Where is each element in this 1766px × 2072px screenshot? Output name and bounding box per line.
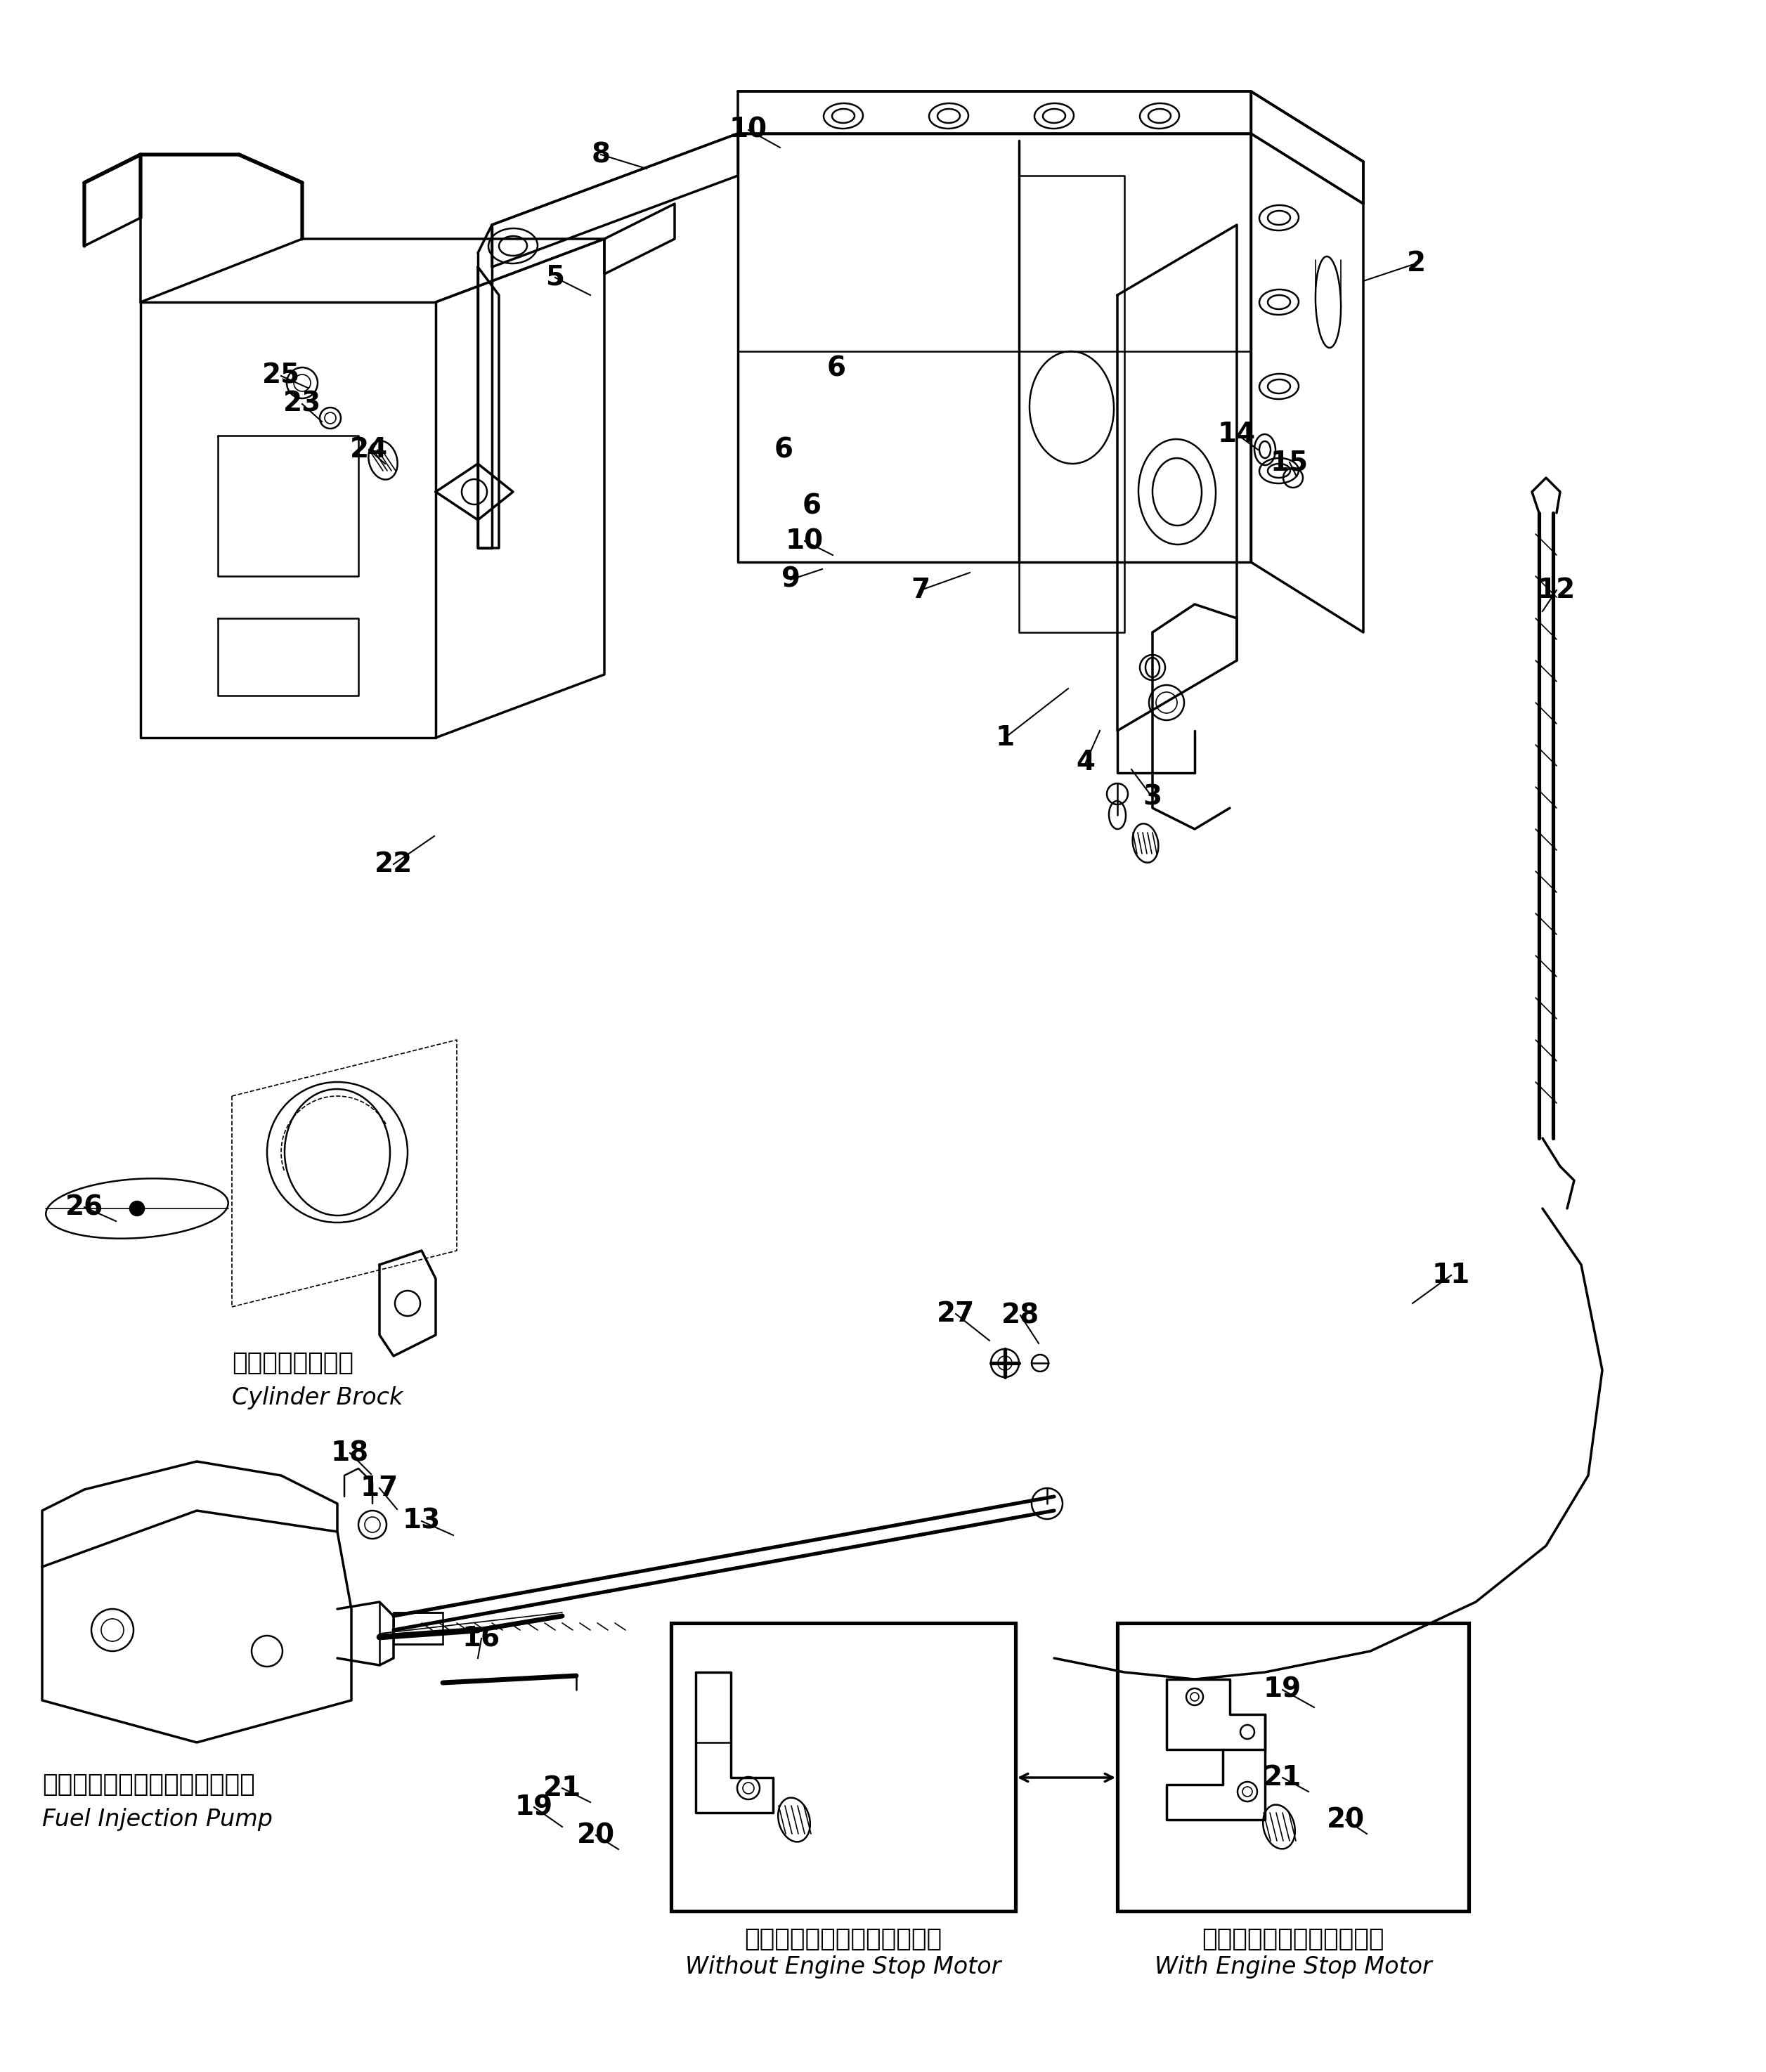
Text: With Engine Stop Motor: With Engine Stop Motor [1155, 1956, 1432, 1979]
Circle shape [131, 1202, 145, 1216]
Text: 27: 27 [936, 1301, 975, 1328]
Text: 21: 21 [544, 1776, 581, 1801]
Text: 6: 6 [826, 356, 846, 381]
Text: Fuel Injection Pump: Fuel Injection Pump [42, 1809, 272, 1832]
Text: エンジンストップモータなし: エンジンストップモータなし [745, 1927, 941, 1952]
Text: Without Engine Stop Motor: Without Engine Stop Motor [685, 1956, 1001, 1979]
Text: 22: 22 [374, 852, 413, 879]
Text: 1: 1 [996, 725, 1014, 750]
Text: Cylinder Brock: Cylinder Brock [231, 1386, 403, 1409]
Text: 14: 14 [1219, 421, 1256, 448]
Text: 17: 17 [360, 1475, 399, 1502]
Text: 11: 11 [1432, 1262, 1471, 1289]
Bar [1118, 1622, 1469, 1910]
Ellipse shape [1316, 257, 1340, 348]
Text: 25: 25 [261, 363, 300, 390]
Text: 12: 12 [1538, 576, 1575, 603]
Text: 13: 13 [403, 1508, 442, 1535]
Text: 24: 24 [350, 437, 389, 462]
Text: 8: 8 [592, 141, 611, 168]
Text: 4: 4 [1075, 748, 1095, 775]
Text: 19: 19 [516, 1794, 553, 1821]
Text: 23: 23 [283, 392, 321, 416]
Text: 26: 26 [65, 1193, 104, 1220]
Text: 21: 21 [1263, 1763, 1302, 1790]
Text: 20: 20 [1326, 1807, 1365, 1834]
Text: 9: 9 [781, 566, 800, 593]
Text: 2: 2 [1406, 251, 1425, 278]
Text: 15: 15 [1270, 450, 1309, 477]
Text: 5: 5 [546, 265, 565, 290]
Text: 28: 28 [1001, 1301, 1040, 1328]
Text: 19: 19 [1263, 1676, 1302, 1703]
Text: 3: 3 [1143, 783, 1162, 810]
Text: 6: 6 [774, 437, 793, 462]
Text: フェルインジェクションポンプ: フェルインジェクションポンプ [42, 1774, 254, 1796]
Text: 20: 20 [577, 1821, 615, 1848]
Text: 7: 7 [911, 576, 931, 603]
Text: 6: 6 [802, 493, 821, 520]
Bar [394, 1612, 443, 1643]
Text: 16: 16 [463, 1624, 500, 1651]
Text: 10: 10 [729, 116, 768, 143]
Text: エンジンストップモータ付: エンジンストップモータ付 [1203, 1927, 1385, 1952]
Bar [671, 1622, 1015, 1910]
Text: 10: 10 [786, 528, 823, 555]
Text: シリンダブロック: シリンダブロック [231, 1351, 353, 1376]
Text: 18: 18 [330, 1440, 369, 1467]
